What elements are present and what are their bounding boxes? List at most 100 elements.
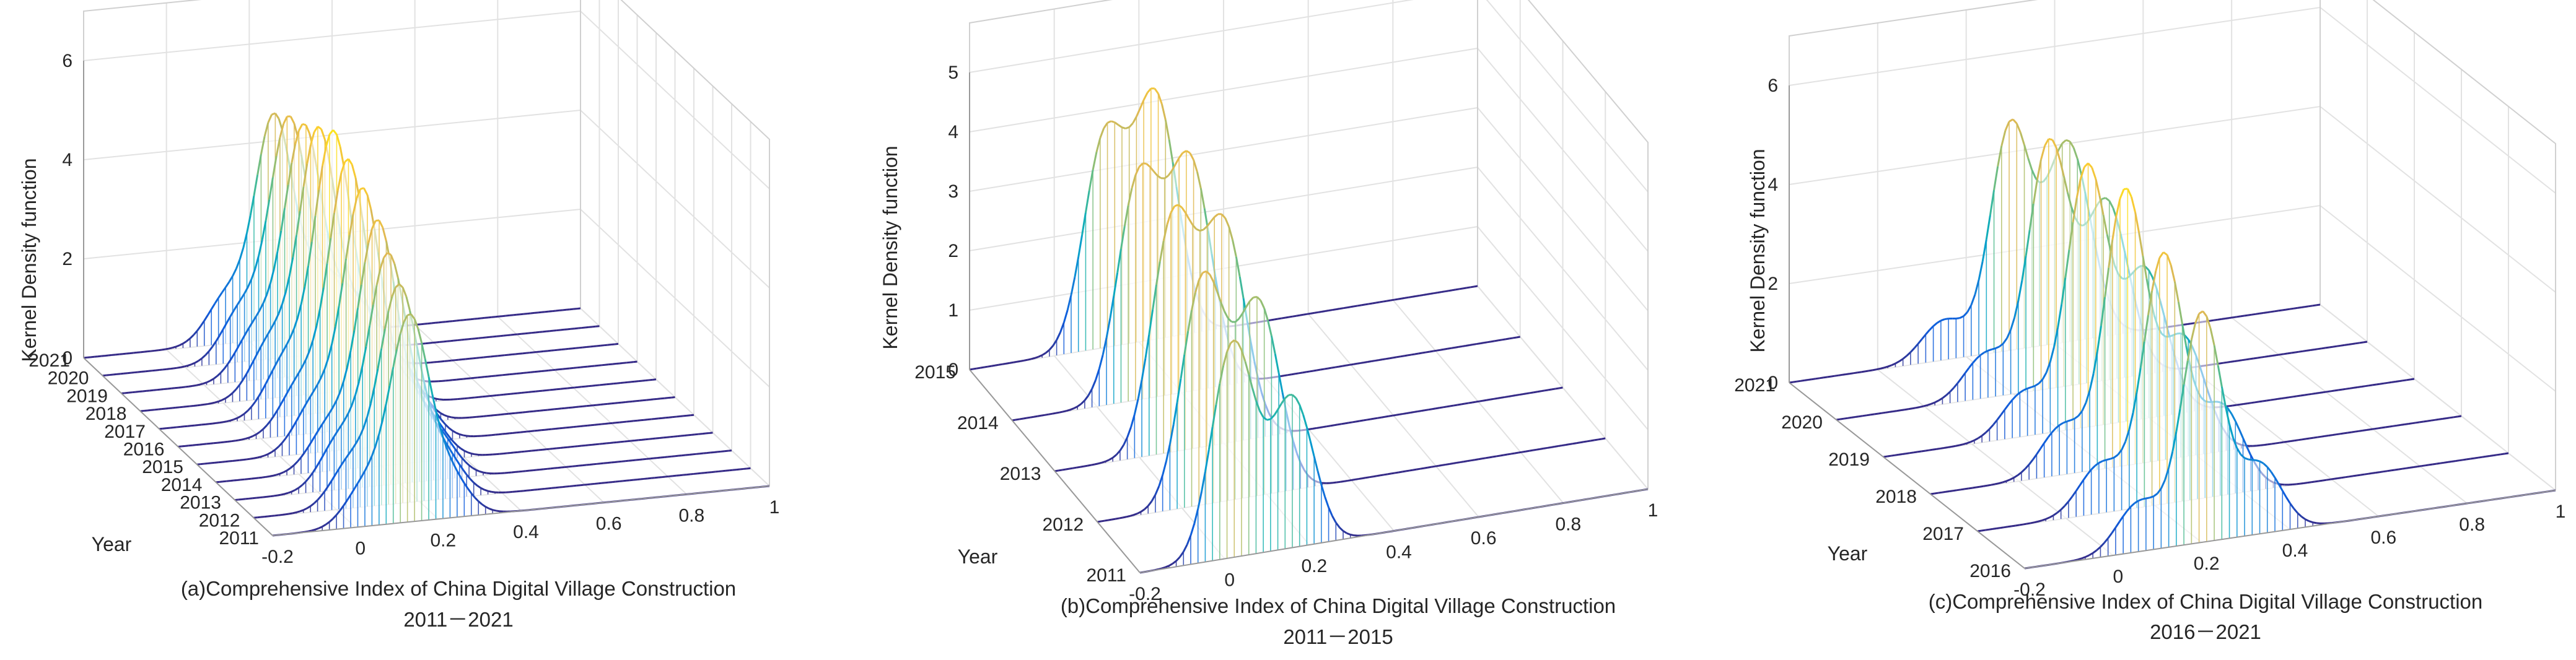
ridge-line-2015 [208, 462, 212, 464]
ridge-line-2012 [1333, 481, 1337, 484]
ridge-line-2020 [2066, 192, 2072, 207]
ridge-line-2015 [306, 396, 312, 403]
ridge-line-2021 [2267, 311, 2271, 314]
ridge-line-2020 [507, 334, 511, 337]
year-tick-label: 2012 [199, 510, 240, 531]
ridge-line-2016 [550, 408, 554, 410]
ridge-line-2017 [532, 390, 536, 393]
ridge-line-2015 [264, 453, 269, 457]
z-tick-label: 2 [1768, 274, 1778, 294]
ridge-line-2012 [1194, 279, 1200, 293]
ridge-line-2015 [1081, 212, 1087, 236]
ridge-line-2013 [1115, 449, 1121, 456]
ridge-line-2018 [563, 368, 567, 370]
ridge-line-2015 [334, 306, 340, 328]
ridge-line-2012 [1420, 467, 1424, 470]
ridge-line-2012 [1442, 463, 1446, 466]
ridge-line-2017 [247, 406, 253, 412]
ridge-line-2014 [1447, 347, 1452, 350]
ridge-line-2011 [488, 508, 493, 511]
ridge-line-2011 [349, 488, 356, 495]
ridge-line-2019 [203, 381, 207, 385]
ridge-line-2012 [1540, 447, 1544, 450]
ridge-line-2015 [998, 363, 1002, 366]
ridge-line-2019 [2391, 381, 2396, 383]
ridge-line-2017 [499, 393, 504, 396]
ridge-line-2019 [2049, 347, 2055, 362]
ridge-line-2017 [332, 129, 338, 135]
ridge-line-2021 [1902, 355, 1908, 360]
ridge-line-2021 [2027, 157, 2033, 170]
ridge-line-2016 [511, 412, 515, 415]
ridge-line-2017 [514, 392, 518, 395]
ridge-line-2016 [2297, 512, 2302, 518]
ridge-line-2019 [1925, 449, 1929, 452]
ridge-line-2019 [171, 387, 175, 389]
ridge-line-2019 [2106, 234, 2112, 253]
ridge-line-2020 [2314, 348, 2318, 351]
ridge-line-2015 [686, 414, 691, 417]
x-tick-label: -0.2 [261, 547, 294, 567]
ridge-line-2017 [2136, 368, 2142, 393]
ridge-line-2019 [2007, 399, 2013, 406]
ridge-line-2014 [1498, 339, 1502, 342]
ridge-line-2018 [281, 291, 287, 305]
ridge-line-2020 [542, 330, 546, 333]
ridge-line-2019 [2064, 249, 2070, 278]
ridge-line-2016 [2293, 508, 2298, 514]
ridge-line-2011 [1230, 339, 1235, 344]
ridge-line-2012 [1256, 296, 1261, 302]
ridge-line-2018 [2119, 188, 2125, 199]
ridge-line-2020 [1923, 404, 1928, 407]
ridge-line-2019 [465, 357, 470, 360]
ridge-line-2015 [1027, 358, 1032, 361]
ridge-line-2020 [1927, 403, 1932, 406]
year-axis-title: Year [92, 533, 132, 555]
ridge-line-2011 [1226, 342, 1232, 352]
ridge-line-2018 [548, 369, 553, 371]
ridge-line-2018 [2134, 212, 2140, 233]
ridge-line-2017 [187, 425, 191, 427]
ridge-line-2012 [1500, 454, 1504, 457]
ridge-line-2021 [2066, 139, 2070, 142]
ridge-line-2016 [2092, 549, 2098, 554]
ridge-line-2012 [257, 516, 261, 519]
ridge-line-2020 [589, 326, 593, 328]
x-tick-label: 0.8 [2459, 515, 2485, 535]
ridge-fill-2014 [1012, 150, 1520, 420]
ridge-line-2014 [1167, 170, 1173, 176]
ridge-line-2012 [1430, 465, 1435, 468]
ridge-line-2018 [537, 370, 541, 373]
ridge-line-2011 [357, 476, 362, 484]
ridge-line-2018 [317, 126, 322, 130]
ridge-line-2012 [1569, 443, 1573, 446]
ridge-line-2019 [2326, 390, 2331, 393]
ridge-line-2020 [162, 368, 167, 371]
ridge-line-2014 [1473, 343, 1477, 346]
ridge-line-2012 [1395, 471, 1399, 474]
ridge-line-2013 [461, 457, 467, 463]
ridge-line-2021 [249, 195, 255, 216]
ridge-line-2014 [1091, 380, 1097, 389]
ridge-line-2014 [613, 441, 617, 444]
ridge-line-2012 [1580, 441, 1584, 444]
ridge-line-2016 [2186, 339, 2193, 362]
ridge-line-2019 [192, 384, 196, 387]
ridge-line-2011 [374, 433, 380, 446]
ridge-line-2011 [449, 456, 455, 465]
ridge-line-2019 [2027, 386, 2032, 389]
ridge-line-2021 [438, 321, 442, 324]
ridge-line-2013 [1210, 216, 1216, 222]
ridge-line-2020 [187, 363, 192, 367]
ridge-line-2013 [540, 468, 544, 471]
ridge-line-2016 [192, 444, 196, 446]
ridge-line-2017 [254, 396, 260, 403]
ridge-line-2021 [1800, 379, 1805, 382]
ridge-line-2014 [620, 440, 624, 443]
ridge-line-2019 [294, 130, 300, 144]
ridge-line-2019 [234, 345, 240, 354]
ridge-line-2015 [348, 214, 354, 235]
ridge-line-2012 [1554, 445, 1559, 448]
x-tick-label: 0.6 [596, 514, 622, 534]
ridge-line-2014 [532, 449, 536, 452]
